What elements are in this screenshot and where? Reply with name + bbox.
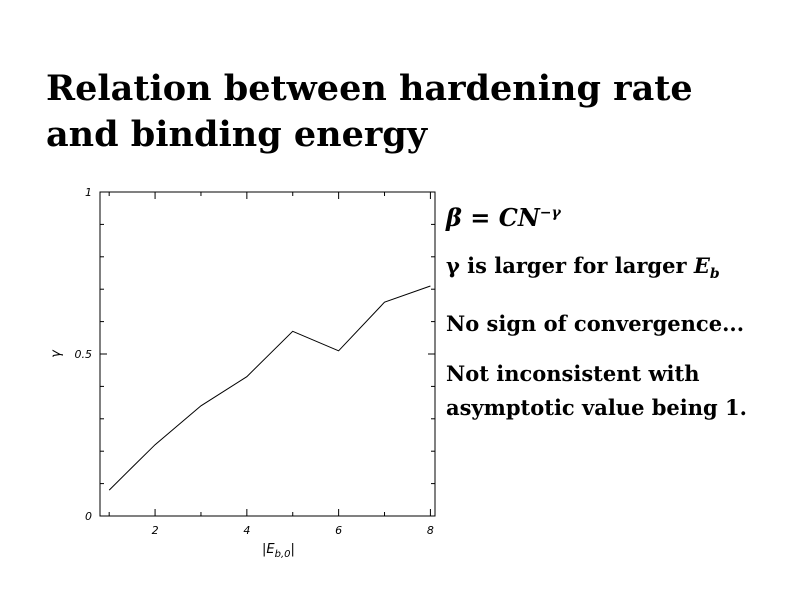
x-tick-label: 2 bbox=[152, 524, 159, 537]
note1-text: γ is larger for larger bbox=[446, 253, 694, 278]
x-axis-label-close: | bbox=[290, 542, 294, 557]
y-tick-label: 1 bbox=[85, 186, 92, 199]
x-tick-label: 8 bbox=[427, 524, 434, 537]
y-tick-label: 0 bbox=[85, 510, 92, 523]
series-points bbox=[109, 286, 430, 490]
x-axis-label: |Eb,0| bbox=[262, 542, 295, 560]
x-tick-label: 6 bbox=[335, 524, 342, 537]
hardening-formula: β = CN−γ bbox=[446, 196, 766, 235]
y-tick-label: 0.5 bbox=[75, 348, 93, 361]
y-tick-labels: 00.51 bbox=[75, 186, 93, 523]
x-tick-labels: 2 4 6 8 bbox=[152, 524, 434, 537]
x-tick-label: 4 bbox=[243, 524, 250, 537]
x-ticks bbox=[108, 192, 431, 516]
formula-exponent: −γ bbox=[539, 205, 561, 221]
y-ticks bbox=[100, 191, 435, 517]
plot-frame bbox=[99, 191, 436, 517]
y-axis-label: γ bbox=[49, 349, 64, 358]
slide-title: Relation between hardening rate and bind… bbox=[46, 68, 693, 155]
note-asymptotic: Not inconsistent with asymptotic value b… bbox=[446, 361, 747, 421]
x-axis-label-sub: b,0 bbox=[275, 549, 291, 560]
note-gamma-larger: γ is larger for larger Eb bbox=[446, 249, 766, 291]
formula-lhs: β = CN bbox=[446, 203, 540, 232]
note1-math: E bbox=[693, 253, 710, 278]
x-axis-label-main: |E bbox=[262, 542, 275, 557]
note-no-convergence: No sign of convergence... bbox=[446, 311, 745, 337]
notes-panel: β = CN−γ γ is larger for larger Eb No si… bbox=[446, 196, 766, 441]
note1-sub: b bbox=[709, 266, 720, 283]
series-line bbox=[108, 285, 431, 491]
